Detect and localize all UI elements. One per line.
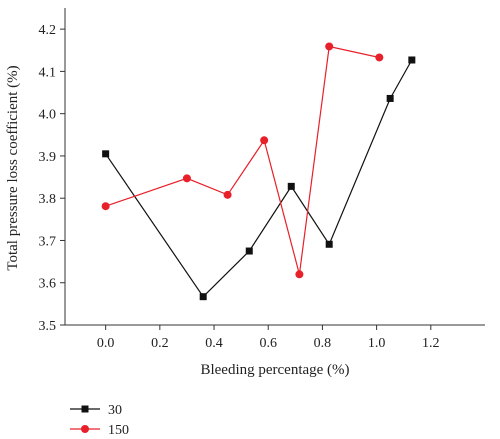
series-line-30 [105,59,413,298]
data-point-30 [325,240,333,248]
data-point-150 [101,202,110,211]
data-point-30 [408,56,416,64]
data-point-150 [325,42,334,51]
data-point-150 [375,53,384,62]
legend-label-30: 30 [108,403,122,418]
y-tick-label: 3.9 [39,150,57,165]
series-layer [101,42,416,301]
y-tick-label: 4.0 [39,108,57,123]
legend-marker-30 [81,405,89,413]
data-point-150 [295,270,304,279]
x-tick-label: 0.2 [151,336,169,351]
x-tick-label: 1.0 [368,336,386,351]
series-line-150 [105,45,380,275]
data-point-30 [102,150,110,158]
legend-marker-150 [81,425,89,433]
data-point-30 [287,182,295,190]
y-ticks: 3.5 3.6 3.7 3.8 3.9 4.0 4.1 4.2 [39,23,65,334]
data-point-30 [386,94,394,102]
x-tick-label: 0.0 [97,336,115,351]
y-tick-label: 3.8 [39,192,57,207]
x-tick-label: 0.6 [259,336,277,351]
x-tick-label: 0.8 [314,336,332,351]
data-point-150 [182,174,191,183]
y-tick-label: 4.1 [39,65,57,80]
data-point-150 [260,136,269,145]
x-axis-title: Bleeding percentage (%) [200,362,349,378]
x-ticks: 0.0 0.2 0.4 0.6 0.8 1.0 1.2 [97,325,440,351]
y-axis-title: Total pressure loss coefficient (%) [5,65,21,270]
data-point-150 [223,190,232,199]
y-tick-label: 4.2 [39,23,57,38]
plot-area [64,8,485,326]
data-point-30 [245,247,253,255]
x-tick-label: 0.4 [205,336,223,351]
legend-label-150: 150 [108,423,129,438]
y-tick-label: 3.6 [39,277,57,292]
x-tick-label: 1.2 [422,336,440,351]
data-point-30 [199,293,207,301]
y-tick-label: 3.5 [39,319,57,334]
y-tick-label: 3.7 [39,234,57,249]
